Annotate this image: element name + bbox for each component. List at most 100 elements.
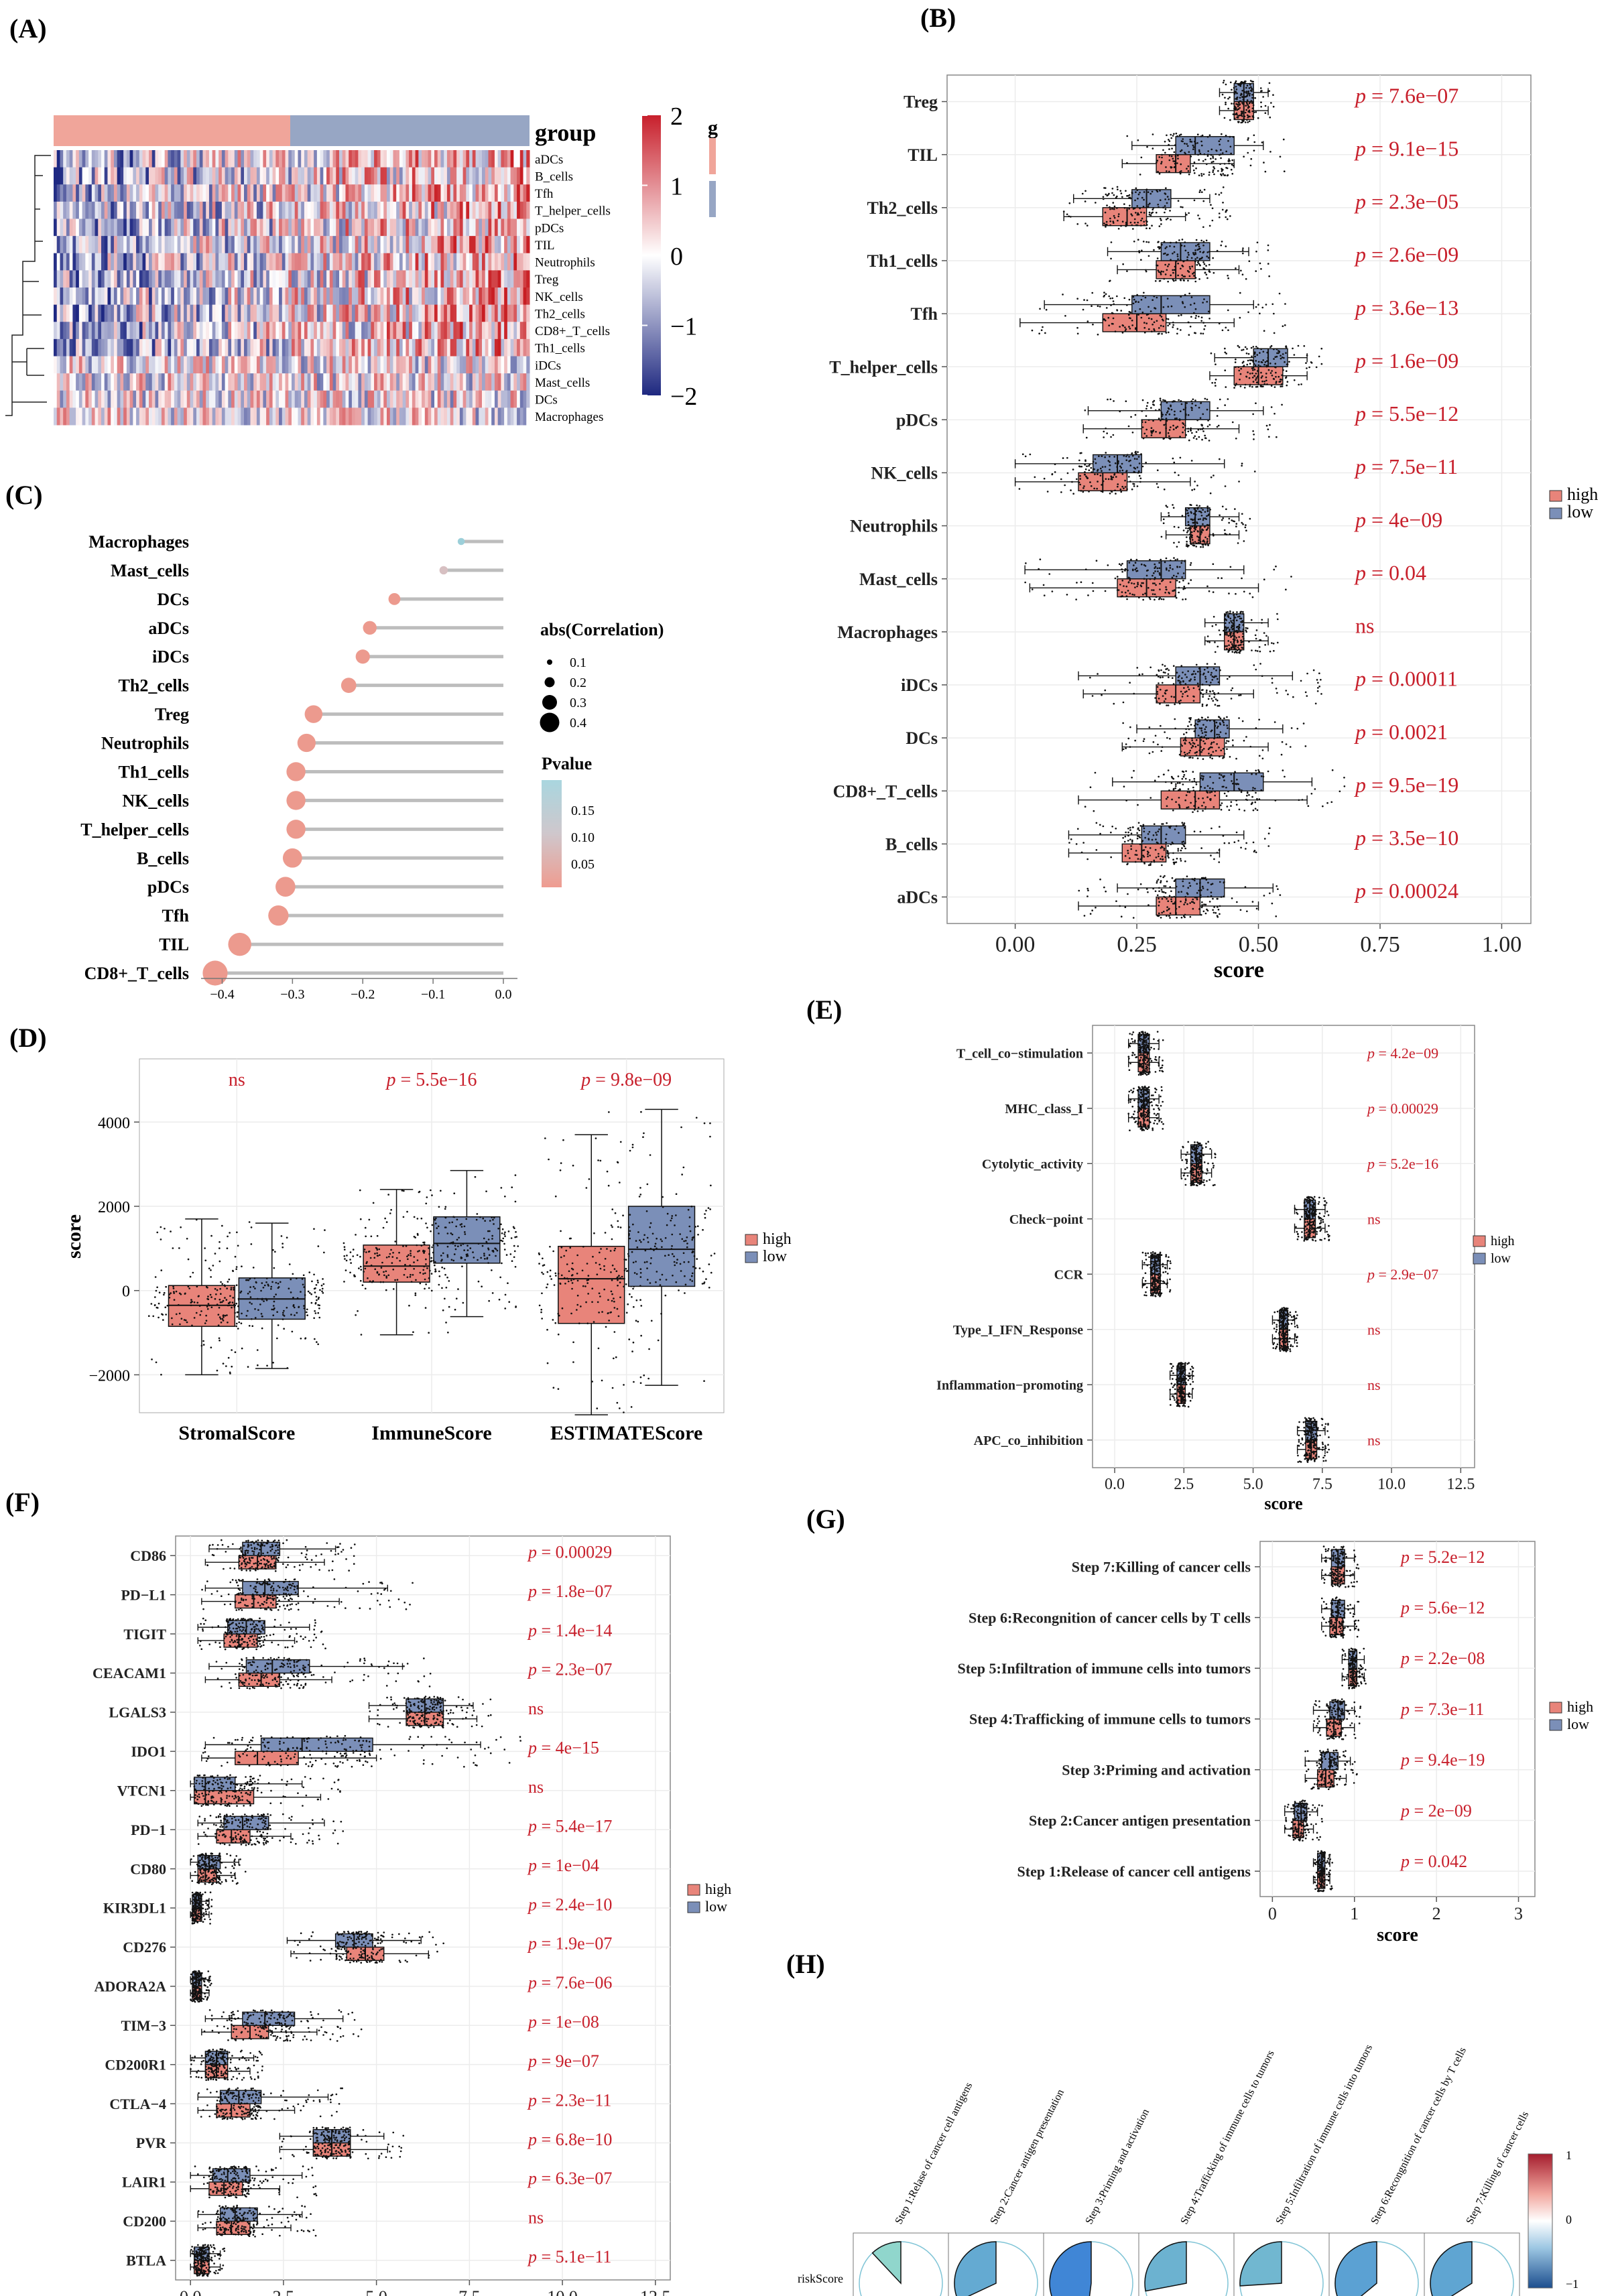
heatmap-cell bbox=[358, 253, 362, 271]
heatmap-cell bbox=[437, 184, 441, 202]
heatmap-cell bbox=[294, 184, 298, 202]
heatmap-cell bbox=[126, 304, 131, 322]
heatmap-cell bbox=[237, 288, 241, 306]
heatmap-cell bbox=[145, 390, 149, 408]
heatmap-cell bbox=[231, 338, 235, 357]
y-tick-label: Step 6:Recongnition of cancer cells by T… bbox=[969, 1609, 1251, 1626]
heatmap-cell bbox=[491, 184, 495, 202]
jitter-points bbox=[1341, 1647, 1367, 1689]
heatmap-cell bbox=[517, 356, 521, 374]
heatmap-cell bbox=[117, 288, 121, 306]
heatmap-cell bbox=[133, 184, 137, 202]
heatmap-cell bbox=[101, 322, 105, 340]
heatmap-cell bbox=[389, 304, 393, 322]
heatmap-cell bbox=[193, 356, 197, 374]
heatmap-cell bbox=[494, 356, 499, 374]
heatmap-cell bbox=[196, 150, 200, 168]
heatmap-cell bbox=[272, 236, 276, 254]
heatmap-cell bbox=[374, 288, 378, 306]
heatmap-cell bbox=[389, 322, 393, 340]
heatmap-cell bbox=[469, 184, 473, 202]
heatmap-cell bbox=[415, 270, 419, 288]
heatmap-cell bbox=[409, 253, 413, 271]
heatmap-cell bbox=[364, 150, 369, 168]
heatmap-cell bbox=[60, 270, 64, 288]
heatmap-cell bbox=[377, 390, 381, 408]
heatmap-cell bbox=[371, 184, 375, 202]
heatmap-cell bbox=[494, 288, 499, 306]
heatmap-cell bbox=[361, 150, 365, 168]
heatmap-cell bbox=[215, 390, 219, 408]
heatmap-cell bbox=[339, 167, 343, 185]
heatmap-cell bbox=[519, 201, 524, 220]
heatmap-cell bbox=[186, 184, 191, 202]
heatmap-cell bbox=[190, 167, 194, 185]
pvalue-colorbar bbox=[542, 780, 562, 887]
heatmap-cell bbox=[234, 150, 239, 168]
heatmap-cell bbox=[133, 236, 137, 254]
heatmap-cell bbox=[208, 218, 213, 237]
heatmap-cell bbox=[164, 390, 168, 408]
heatmap-cell bbox=[244, 407, 248, 426]
heatmap-cell bbox=[332, 184, 336, 202]
heatmap-cell bbox=[482, 270, 486, 288]
heatmap-cell bbox=[56, 236, 60, 254]
heatmap-cell bbox=[288, 167, 292, 185]
heatmap-cell bbox=[422, 150, 426, 168]
heatmap-cell bbox=[307, 184, 311, 202]
heatmap-cell bbox=[501, 201, 505, 220]
heatmap-cell bbox=[184, 288, 188, 306]
heatmap-cell bbox=[488, 270, 492, 288]
heatmap-cell bbox=[190, 236, 194, 254]
heatmap-cell bbox=[316, 390, 321, 408]
heatmap-cell bbox=[168, 270, 172, 288]
heatmap-cell bbox=[440, 218, 444, 237]
heatmap-cell bbox=[437, 338, 441, 357]
heatmap-cell bbox=[113, 167, 118, 185]
heatmap-cell bbox=[526, 407, 530, 426]
x-tick-label: 0.25 bbox=[1117, 932, 1157, 957]
heatmap-cell bbox=[526, 201, 530, 220]
heatmap-cell bbox=[292, 288, 296, 306]
heatmap-cell bbox=[101, 338, 105, 357]
heatmap-cell bbox=[519, 236, 524, 254]
heatmap-cell bbox=[323, 167, 327, 185]
heatmap-cell bbox=[212, 167, 216, 185]
heatmap-cell bbox=[406, 304, 410, 322]
heatmap-cell bbox=[329, 338, 334, 357]
heatmap-cell bbox=[168, 288, 172, 306]
heatmap-cell bbox=[450, 201, 454, 220]
heatmap-cell bbox=[250, 338, 254, 357]
p-value-label: p = 2.3e−11 bbox=[527, 2090, 611, 2110]
heatmap-cell bbox=[104, 218, 108, 237]
heatmap-cell bbox=[117, 356, 121, 374]
heatmap-cell bbox=[393, 236, 397, 254]
heatmap-cell bbox=[510, 390, 514, 408]
heatmap-cell bbox=[139, 150, 143, 168]
heatmap-cell bbox=[199, 184, 203, 202]
heatmap-cell bbox=[316, 270, 321, 288]
jitter-points bbox=[1127, 1031, 1164, 1076]
y-tick-label: Th1_cells bbox=[119, 762, 189, 781]
heatmap-cell bbox=[326, 373, 330, 391]
heatmap-cell bbox=[69, 322, 73, 340]
heatmap-cell bbox=[63, 253, 67, 271]
heatmap-cell bbox=[307, 218, 311, 237]
pie-slice bbox=[1144, 2241, 1187, 2292]
heatmap-cell bbox=[446, 201, 451, 220]
heatmap-cell bbox=[101, 253, 105, 271]
heatmap-cell bbox=[139, 270, 143, 288]
heatmap-cell bbox=[415, 356, 419, 374]
heatmap-cell bbox=[113, 390, 118, 408]
heatmap-cell bbox=[225, 373, 229, 391]
heatmap-cell bbox=[310, 356, 314, 374]
heatmap-cell bbox=[244, 167, 248, 185]
heatmap-cell bbox=[129, 373, 133, 391]
heatmap-cell bbox=[497, 390, 501, 408]
heatmap-cell bbox=[225, 407, 229, 426]
heatmap-cell bbox=[237, 184, 241, 202]
heatmap-cell bbox=[475, 253, 479, 271]
heatmap-cell bbox=[76, 322, 80, 340]
heatmap-cell bbox=[513, 167, 517, 185]
heatmap-cell bbox=[219, 270, 223, 288]
